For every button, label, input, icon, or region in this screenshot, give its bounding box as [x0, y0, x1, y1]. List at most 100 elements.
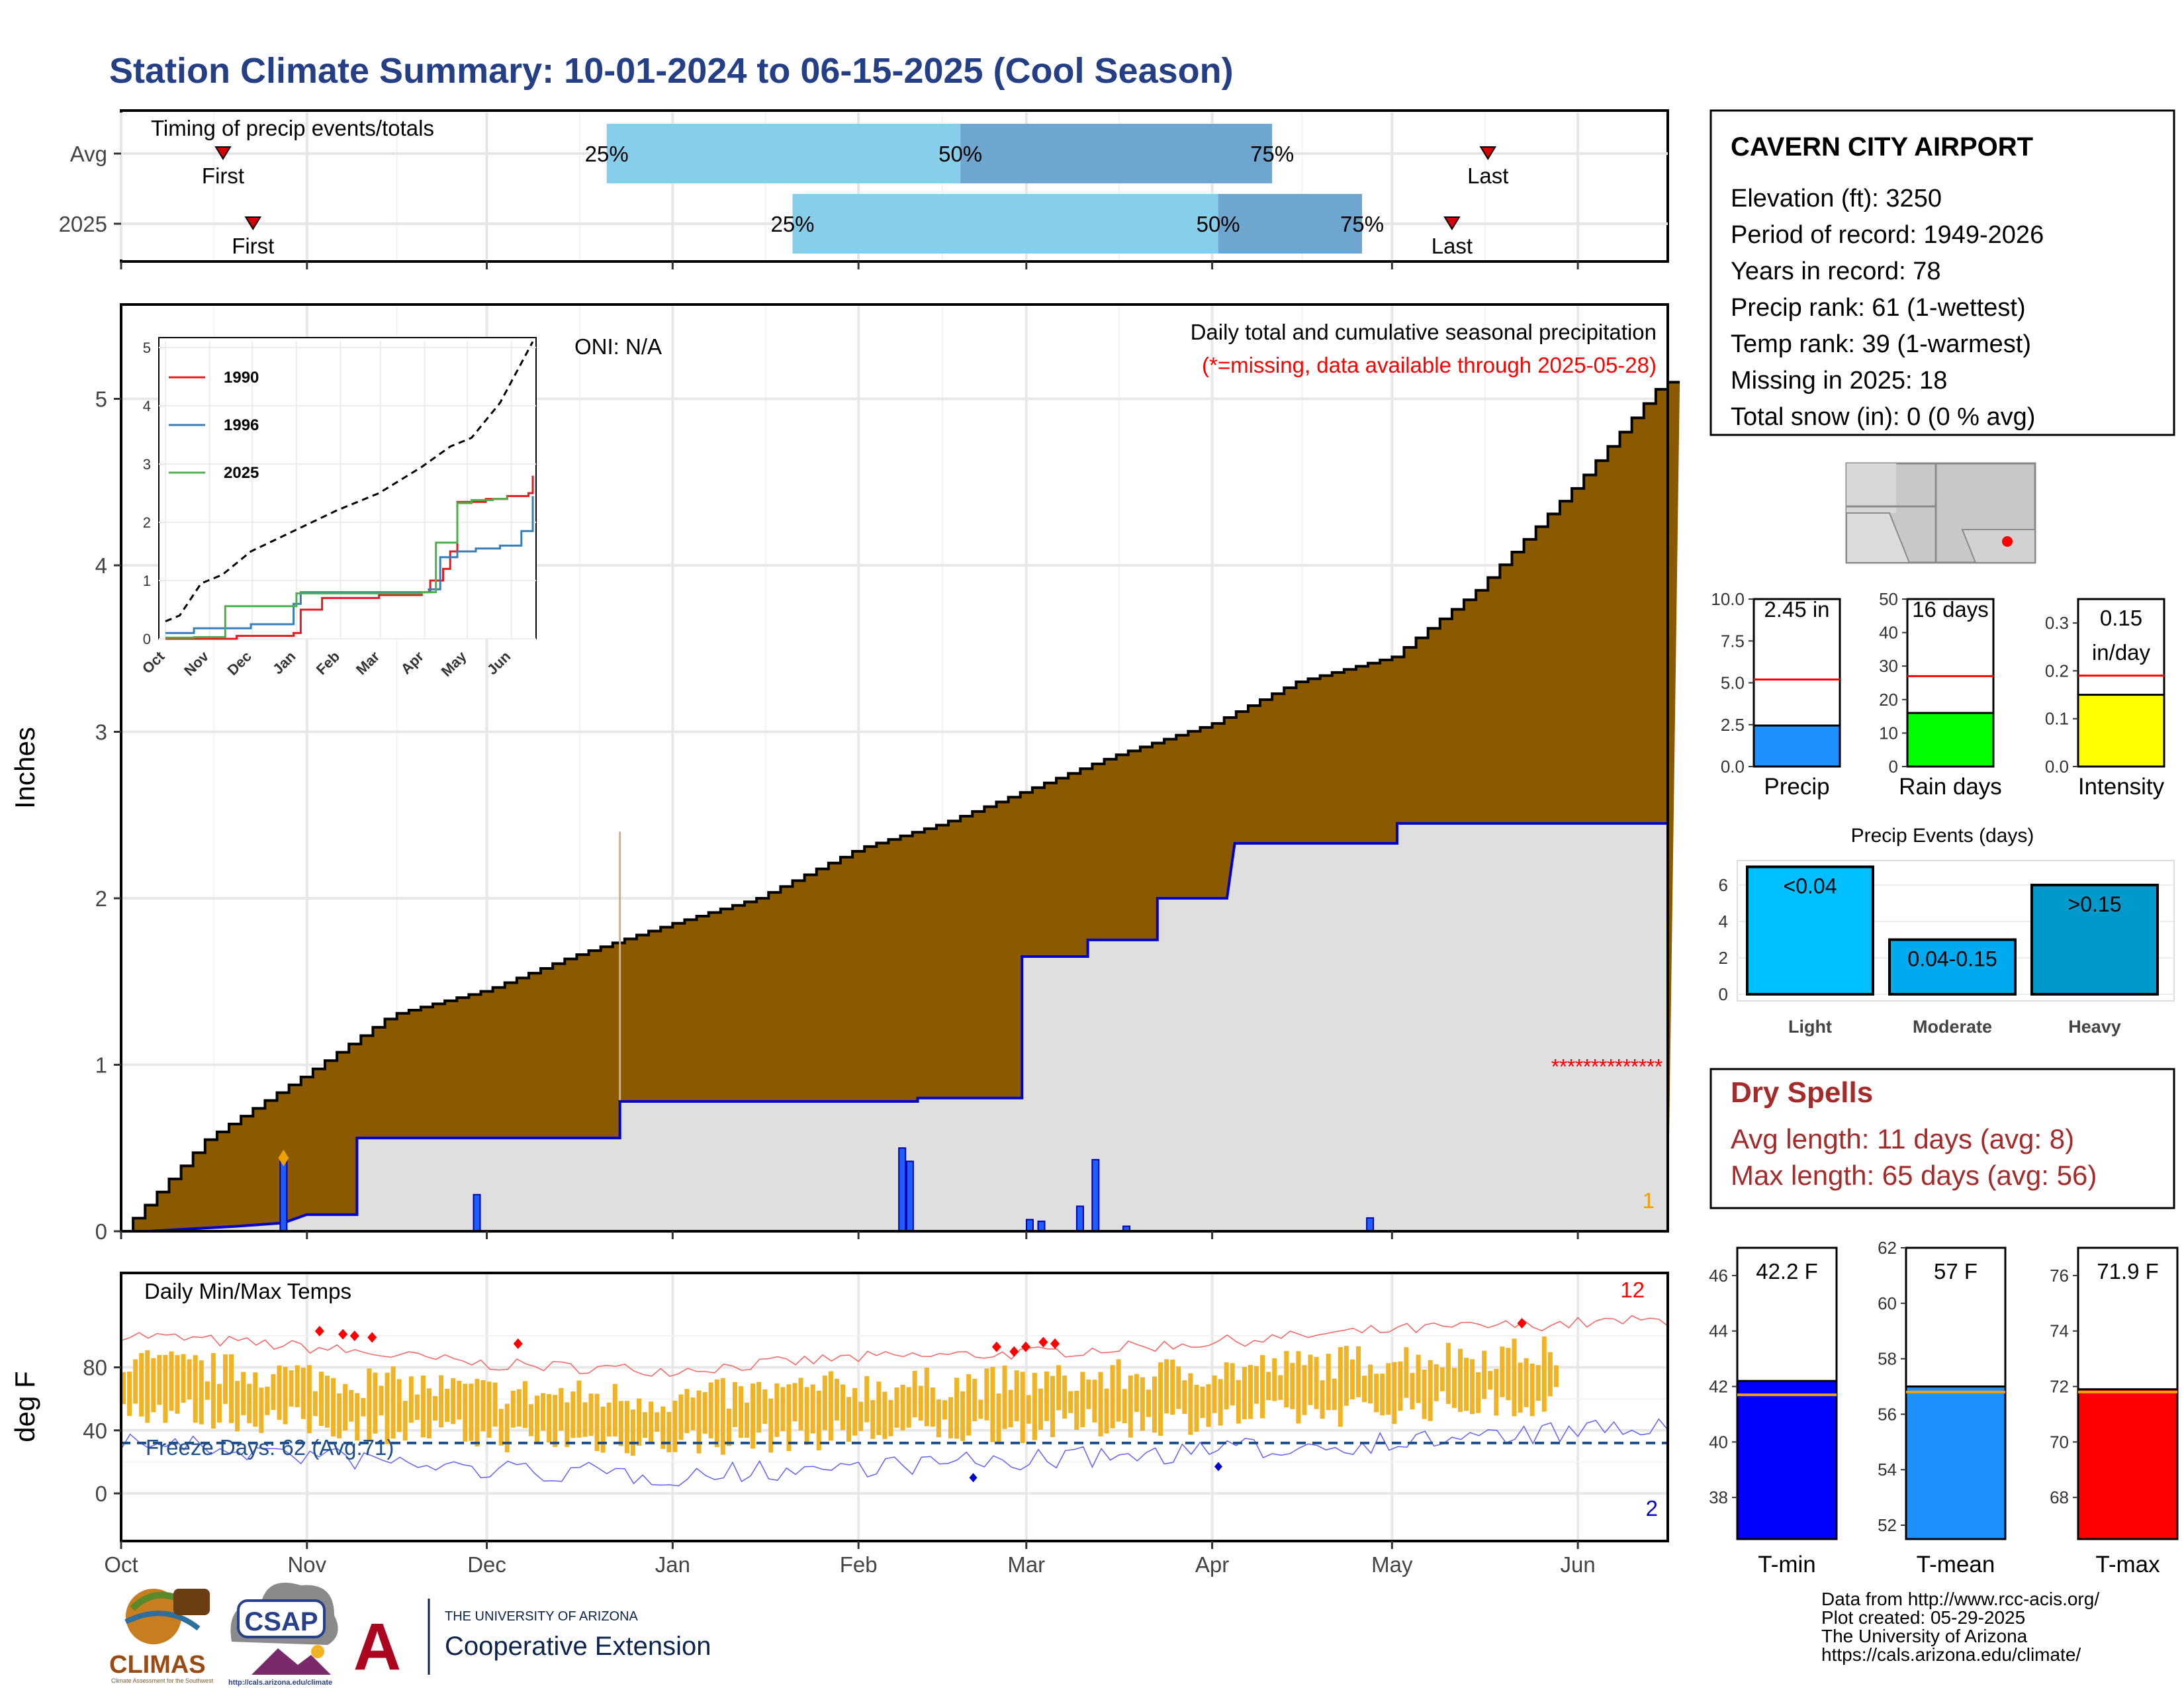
stat-ytick-label: 20 — [1879, 690, 1898, 710]
daily-temp-bar — [265, 1386, 270, 1415]
daily-temp-bar — [1380, 1374, 1385, 1416]
daily-temp-bar — [996, 1393, 1001, 1443]
daily-temp-bar — [1368, 1364, 1373, 1404]
inset-ytick-label: 0 — [143, 631, 151, 647]
missing-data-marker: * — [1655, 1055, 1662, 1079]
missing-data-marker: * — [1583, 1055, 1591, 1079]
footer-line: Plot created: 05-29-2025 — [1821, 1607, 2025, 1628]
daily-temp-bar — [816, 1390, 821, 1450]
temp-stat-label: T-mean — [1917, 1552, 1995, 1577]
daily-temp-bar — [1355, 1346, 1361, 1397]
daily-temp-bar — [684, 1389, 690, 1433]
daily-temp-bar — [576, 1380, 582, 1438]
daily-temp-bar — [222, 1354, 228, 1404]
record-low-marker — [1214, 1462, 1222, 1472]
events-ytick-label: 6 — [1719, 875, 1728, 895]
inset-legend-label: 2025 — [224, 464, 259, 482]
daily-temp-bar — [420, 1375, 426, 1438]
inset-ytick-label: 4 — [143, 398, 151, 414]
temp-stat-ytick-label: 68 — [2050, 1487, 2069, 1507]
daily-temp-bar — [402, 1401, 408, 1441]
ua-cooperative-extension: Cooperative Extension — [445, 1632, 711, 1661]
daily-temp-bar — [1068, 1391, 1073, 1413]
precip-ytick-label: 0 — [95, 1219, 107, 1244]
events-title: Precip Events (days) — [1851, 825, 2034, 847]
temp-stat-ytick-label: 58 — [1878, 1349, 1897, 1369]
stat-value-label: 16 days — [1912, 597, 1989, 622]
stat-label: Rain days — [1899, 774, 2002, 800]
precip-ytick-label: 4 — [95, 553, 107, 578]
daily-temp-bar — [954, 1378, 960, 1439]
temp-stat-value-label: 42.2 F — [1756, 1259, 1818, 1284]
record-high-marker — [1517, 1317, 1527, 1329]
stat-ytick-label: 7.5 — [1721, 631, 1745, 651]
temp-stat-ytick-label: 40 — [1709, 1432, 1728, 1452]
station-info-line: Years in record: 78 — [1731, 258, 1941, 285]
inset-ytick-label: 1 — [143, 573, 151, 589]
footer-line: Data from http://www.rcc-acis.org/ — [1821, 1589, 2099, 1609]
temp-stat-label: T-max — [2095, 1552, 2160, 1577]
daily-temp-bar — [745, 1402, 750, 1438]
daily-temp-bar — [624, 1401, 629, 1454]
daily-temp-bar — [1122, 1389, 1127, 1424]
daily-temp-bar — [1404, 1347, 1409, 1398]
daily-temp-bar — [277, 1365, 282, 1420]
daily-temp-bar — [1182, 1380, 1187, 1414]
record-high-marker — [1038, 1336, 1048, 1348]
daily-temp-bar — [565, 1402, 570, 1448]
timing-bar-25-50 — [792, 194, 1218, 254]
daily-temp-bar — [1349, 1359, 1355, 1399]
daily-temp-bar — [1140, 1377, 1145, 1431]
temp-stat-ytick-label: 56 — [1878, 1404, 1897, 1424]
daily-temp-bar — [1500, 1346, 1505, 1397]
daily-temp-bar — [283, 1366, 288, 1425]
temp-stat-bar — [1905, 1385, 2007, 1540]
daily-temp-bar — [541, 1393, 546, 1431]
daily-temp-bar — [774, 1383, 780, 1437]
daily-temp-bar — [655, 1412, 660, 1432]
daily-temp-bar — [1200, 1386, 1205, 1419]
missing-data-marker: * — [1551, 1055, 1559, 1079]
temp-stat-ytick-label: 70 — [2050, 1432, 2069, 1452]
daily-temp-bar — [1314, 1356, 1319, 1409]
oni-label: ONI: N/A — [574, 334, 662, 359]
daily-temp-bar — [756, 1382, 762, 1433]
daily-precip-bar — [279, 1155, 288, 1232]
temp-stat-0: 38 40 42 44 46 42.2 F T-min — [1709, 1246, 1838, 1577]
daily-temp-bar — [163, 1354, 168, 1423]
timing-q25-label: 25% — [585, 142, 629, 166]
daily-temp-bar — [948, 1397, 954, 1438]
month-label: Jan — [655, 1552, 690, 1577]
daily-temp-bar — [1188, 1373, 1193, 1435]
daily-temp-bar — [390, 1366, 396, 1439]
precip-count-label: 1 — [1643, 1188, 1655, 1213]
climas-logo: CLIMAS Climate Assessment for the Southw… — [109, 1589, 214, 1684]
daily-temp-bar — [643, 1412, 648, 1438]
daily-temp-bar — [1284, 1350, 1289, 1408]
stat-ytick-label: 0.2 — [2045, 661, 2069, 680]
daily-precip-bar — [905, 1160, 914, 1232]
timing-first_label: First — [232, 234, 274, 258]
daily-temp-bar — [1176, 1366, 1181, 1409]
missing-data-marker: * — [1567, 1055, 1575, 1079]
daily-temp-bar — [241, 1372, 246, 1415]
timing-q75-label: 75% — [1340, 212, 1384, 236]
daily-temp-bar — [547, 1393, 552, 1443]
daily-temp-bar — [127, 1372, 132, 1417]
daily-temp-bar — [804, 1387, 809, 1445]
daily-temp-bar — [846, 1397, 852, 1442]
daily-temp-bar — [900, 1384, 905, 1430]
temp-stat-ytick-label: 52 — [1878, 1515, 1897, 1535]
missing-data-marker: * — [1559, 1055, 1567, 1079]
temp-stat-value-label: 71.9 F — [2097, 1259, 2159, 1284]
daily-temp-bar — [1302, 1365, 1307, 1415]
daily-temp-bar — [337, 1393, 342, 1438]
stat-ytick-label: 0.0 — [2045, 757, 2069, 776]
daily-temp-bar — [1494, 1368, 1499, 1416]
inset-legend-label: 1990 — [224, 369, 259, 387]
missing-data-marker: * — [1591, 1055, 1599, 1079]
daily-temp-bar — [457, 1380, 462, 1420]
daily-temp-bar — [1439, 1367, 1445, 1391]
stat-ytick-label: 0 — [1889, 757, 1898, 776]
ua-block-a-icon: A — [353, 1610, 401, 1684]
